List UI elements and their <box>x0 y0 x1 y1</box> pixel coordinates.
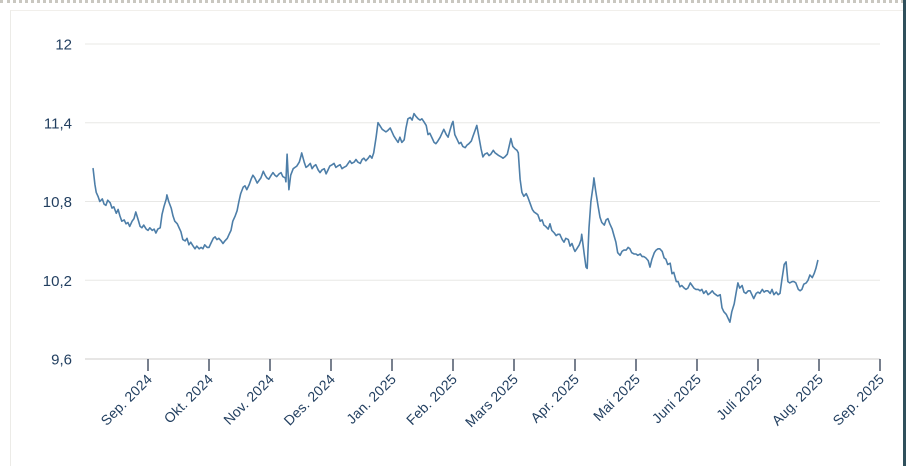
x-axis-label: Des. 2024 <box>280 371 338 429</box>
x-axis-label: Feb. 2025 <box>403 371 460 428</box>
x-axis-label: Juli 2025 <box>713 371 765 423</box>
chart-card <box>10 10 904 466</box>
right-edge-line <box>903 0 906 466</box>
price-line[interactable] <box>92 112 819 323</box>
y-axis-label: 10,8 <box>43 194 72 211</box>
x-axis-label: Okt. 2024 <box>161 371 217 427</box>
y-axis-label: 9,6 <box>51 352 72 369</box>
x-axis-label: Mai 2025 <box>590 371 643 424</box>
x-axis-label: Apr. 2025 <box>527 371 582 426</box>
x-axis-label: Jan. 2025 <box>343 371 399 427</box>
x-axis-label: Aug. 2025 <box>768 371 826 429</box>
x-axis-label: Sep. 2025 <box>829 371 887 429</box>
x-axis-label: Juni 2025 <box>649 371 705 427</box>
y-axis-label: 12 <box>55 37 72 54</box>
x-axis-label: Mars 2025 <box>462 371 521 430</box>
x-axis-label: Nov. 2024 <box>220 371 277 428</box>
y-axis-label: 10,2 <box>43 273 72 290</box>
top-dotted-border <box>0 0 904 3</box>
x-axis-label: Sep. 2024 <box>97 371 155 429</box>
y-axis-label: 11,4 <box>44 115 72 132</box>
